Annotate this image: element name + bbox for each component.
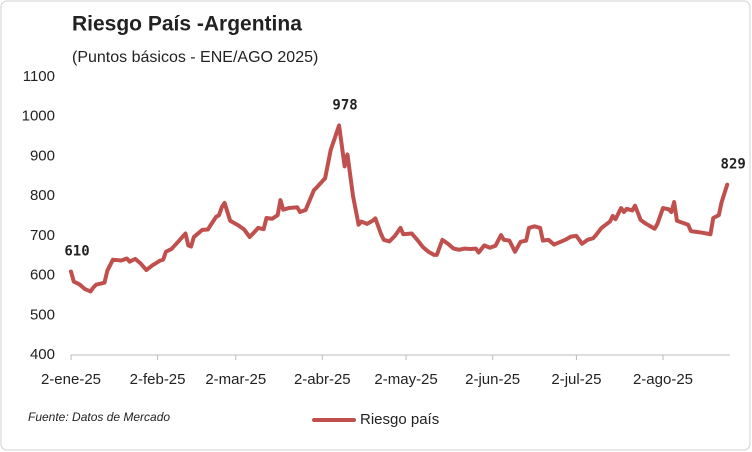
data-label: 978 bbox=[332, 97, 357, 113]
y-tick-label: 900 bbox=[30, 147, 55, 164]
y-tick-label: 500 bbox=[30, 306, 55, 323]
legend-label: Riesgo país bbox=[360, 411, 439, 428]
source-note: Fuente: Datos de Mercado bbox=[28, 410, 170, 424]
x-tick-label: 2-jun-25 bbox=[465, 371, 520, 388]
y-tick-label: 1000 bbox=[22, 108, 55, 125]
x-tick-label: 2-abr-25 bbox=[294, 371, 351, 388]
x-tick-label: 2-may-25 bbox=[374, 371, 437, 388]
x-tick-label: 2-jul-25 bbox=[551, 371, 601, 388]
chart-title: Riesgo País -Argentina bbox=[72, 13, 302, 36]
y-tick-label: 600 bbox=[30, 267, 55, 284]
x-tick-label: 2-ago-25 bbox=[633, 371, 693, 388]
y-tick-label: 700 bbox=[30, 227, 55, 244]
data-label: 610 bbox=[64, 244, 89, 260]
y-tick-label: 400 bbox=[30, 346, 55, 363]
line-series bbox=[69, 123, 730, 294]
data-label: 829 bbox=[721, 157, 746, 173]
chart-subtitle: (Puntos básicos - ENE/AGO 2025) bbox=[72, 49, 318, 66]
y-tick-label: 1100 bbox=[23, 68, 55, 85]
y-tick-label: 800 bbox=[30, 187, 55, 204]
x-tick-label: 2-mar-25 bbox=[205, 371, 266, 388]
x-tick-label: 2-ene-25 bbox=[41, 371, 101, 388]
x-tick-label: 2-feb-25 bbox=[130, 371, 186, 388]
